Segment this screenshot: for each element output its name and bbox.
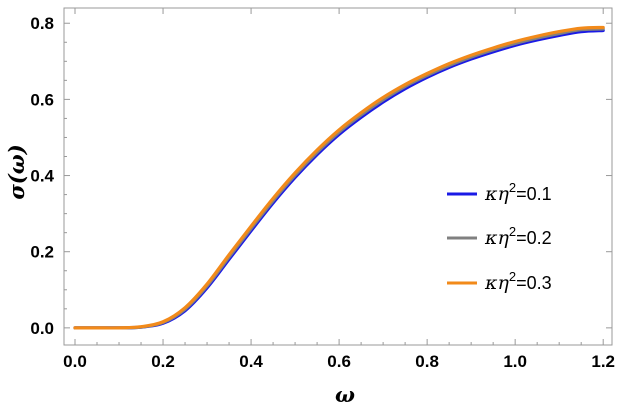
y-tick-label: 0.8: [30, 14, 54, 33]
legend-label-2: κη2=0.2: [484, 224, 552, 249]
y-tick-label: 0.4: [30, 167, 54, 186]
legend-label-3: κη2=0.3: [484, 269, 552, 294]
x-tick-label: 0.0: [63, 352, 87, 371]
x-tick-label: 0.6: [327, 352, 351, 371]
legend-label-1: κη2=0.1: [484, 180, 552, 205]
y-tick-label: 0.2: [30, 243, 54, 262]
x-tick-label: 1.0: [503, 352, 527, 371]
chart-legend: κη2=0.1 κη2=0.2 κη2=0.3: [447, 180, 552, 294]
x-tick-label: 0.4: [239, 352, 263, 371]
y-axis-label: σ(ω): [4, 144, 29, 199]
x-tick-label: 0.2: [151, 352, 175, 371]
chart-ticks: 0.0 0.2 0.4 0.6 0.8 1.0 1.2 0.0 0.2 0.4 0.6 0.8: [30, 8, 615, 371]
plot-frame: [63, 7, 613, 346]
chart-series: [73, 25, 605, 330]
x-tick-label: 1.2: [591, 352, 615, 371]
x-axis-label: ω: [335, 382, 355, 407]
y-tick-label: 0.6: [30, 90, 54, 109]
chart-axes: [63, 7, 613, 346]
series-line-3: [73, 25, 605, 330]
x-tick-label: 0.8: [415, 352, 439, 371]
y-tick-label: 0.0: [30, 319, 54, 338]
